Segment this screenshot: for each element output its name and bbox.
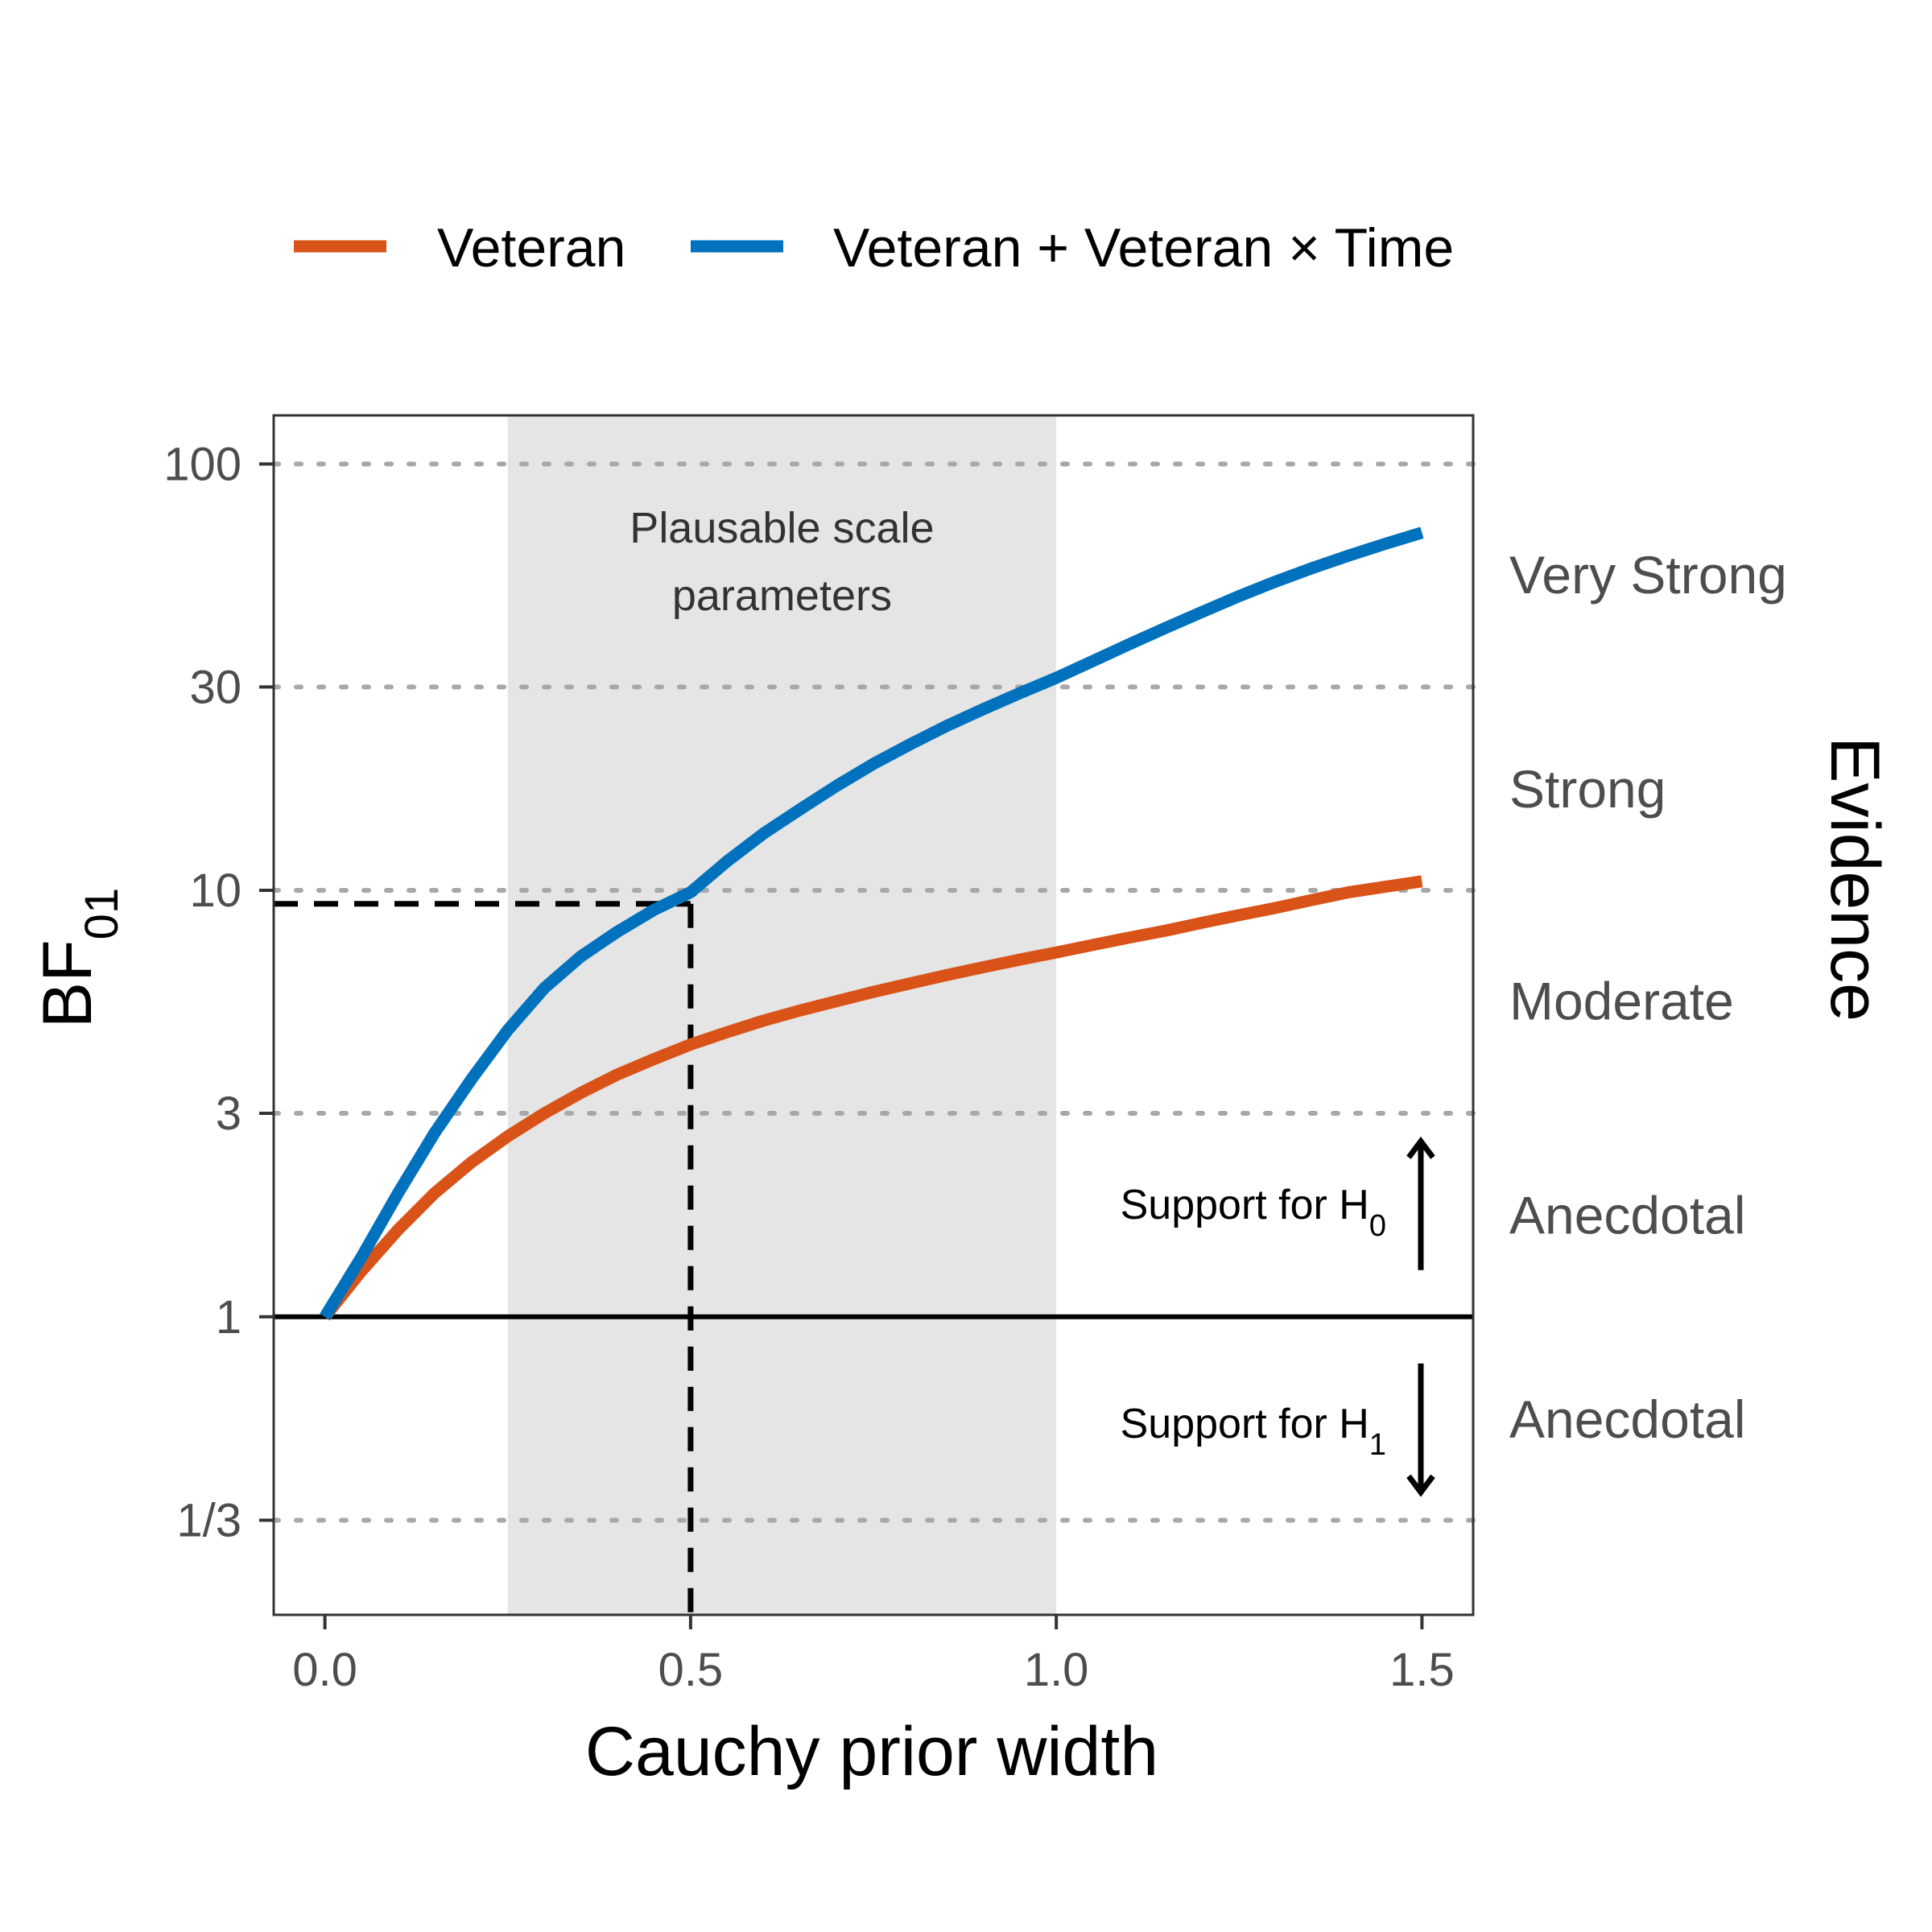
x-axis-title: Cauchy prior width bbox=[585, 1713, 1158, 1790]
series-line-veteran bbox=[320, 875, 1423, 1321]
y-tick-label-5: 100 bbox=[163, 438, 242, 490]
series-line-veteran-time bbox=[320, 526, 1424, 1320]
y-tick-label-4: 30 bbox=[189, 661, 242, 713]
x-tick-label-2: 1.0 bbox=[1024, 1644, 1089, 1696]
legend-label-veteran: Veteran bbox=[437, 217, 625, 279]
support-h0-annotation: Support for H0 bbox=[1121, 1136, 1435, 1270]
y-axis-title-sub: 01 bbox=[76, 888, 128, 940]
y-tick-label-3: 10 bbox=[189, 865, 242, 917]
support-h1-label: Support for H1 bbox=[1121, 1401, 1386, 1462]
shaded-region-label-line-1: Plausable scale bbox=[630, 504, 934, 552]
evidence-label-0: Very Strong bbox=[1509, 545, 1787, 605]
x-axis: 0.0 0.5 1.0 1.5 bbox=[292, 1615, 1455, 1696]
x-tick-label-3: 1.5 bbox=[1389, 1644, 1455, 1696]
arrow-down-icon bbox=[1406, 1363, 1435, 1497]
y-tick-label-0: 1/3 bbox=[176, 1495, 242, 1547]
legend-label-veteran-time: Veteran + Veteran × Time bbox=[833, 217, 1454, 279]
y-tick-label-2: 3 bbox=[216, 1088, 242, 1140]
shaded-region-label-line-2: parameters bbox=[672, 572, 892, 620]
support-h1-annotation: Support for H1 bbox=[1121, 1363, 1435, 1497]
x-tick-label-0: 0.0 bbox=[292, 1644, 357, 1696]
evidence-axis-title: Evidence bbox=[1816, 737, 1893, 1022]
y-axis-title-main: BF bbox=[29, 939, 106, 1028]
arrow-up-icon bbox=[1406, 1136, 1435, 1270]
evidence-label-2: Moderate bbox=[1509, 972, 1734, 1031]
y-axis-title: BF01 bbox=[29, 888, 128, 1028]
evidence-label-3: Anecdotal bbox=[1509, 1186, 1746, 1245]
support-h0-label: Support for H0 bbox=[1121, 1182, 1386, 1243]
evidence-label-1: Strong bbox=[1509, 759, 1666, 819]
x-tick-label-1: 0.5 bbox=[658, 1644, 724, 1696]
legend: Veteran Veteran + Veteran × Time bbox=[294, 217, 1454, 279]
evidence-label-4: Anecdotal bbox=[1509, 1389, 1746, 1449]
y-axis: 1/3 1 3 10 30 100 bbox=[163, 438, 274, 1547]
evidence-labels: Very Strong Strong Moderate Anecdotal Anecdo… bbox=[1509, 545, 1787, 1449]
plot-panel-border bbox=[272, 414, 1475, 1616]
y-tick-label-1: 1 bbox=[216, 1291, 242, 1344]
